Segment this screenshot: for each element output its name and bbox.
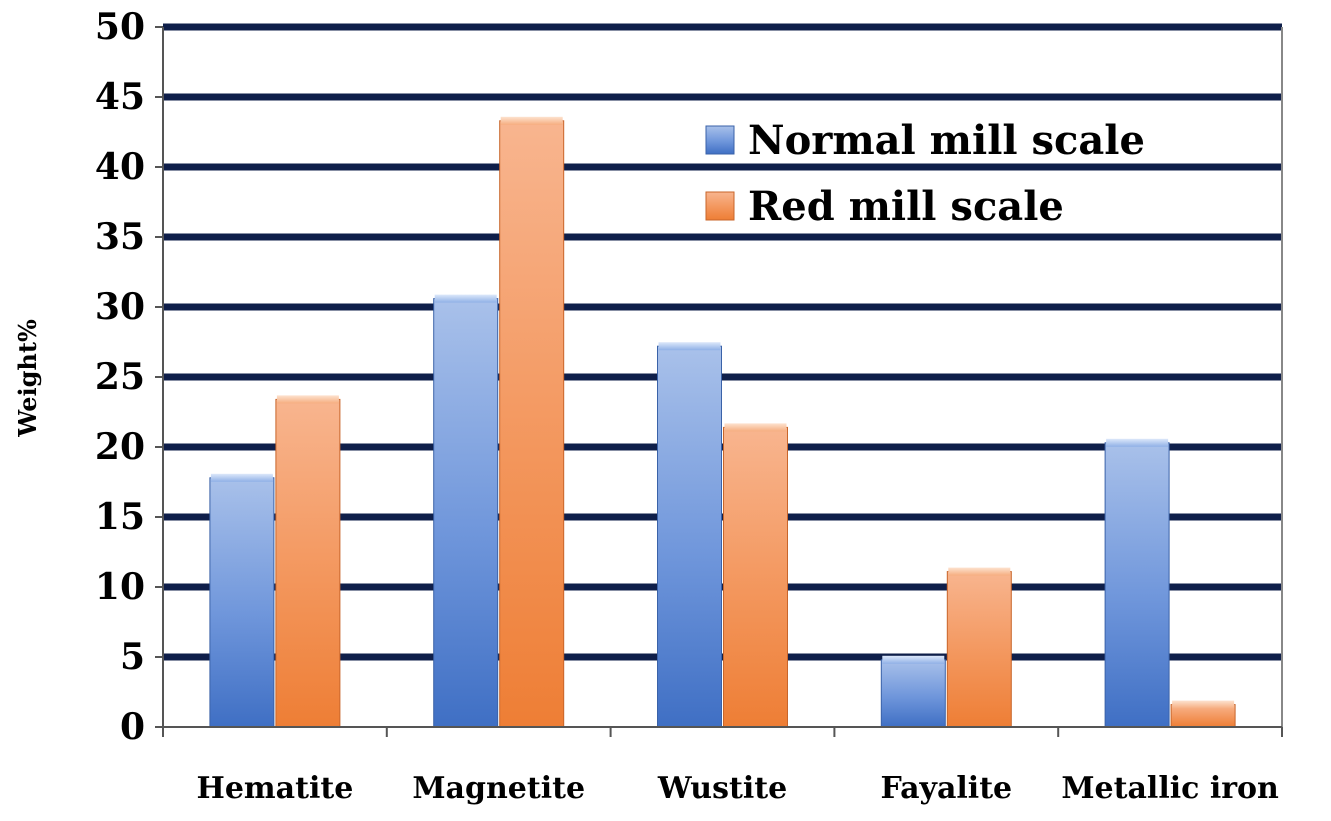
x-tick-label: Metallic iron — [1061, 771, 1279, 806]
bar-normal-wustite — [657, 345, 722, 728]
bar-cap — [948, 567, 1011, 576]
x-tick-label: Magnetite — [412, 771, 585, 806]
legend-swatch — [705, 191, 735, 221]
bar-normal-fayalite — [880, 659, 946, 728]
y-tick-label: 35 — [95, 216, 145, 258]
legend-swatch — [705, 125, 735, 155]
bar-cap — [210, 473, 273, 482]
bar-cap — [434, 294, 497, 303]
bar-cap — [724, 423, 787, 432]
y-axis-label: Weight% — [13, 319, 42, 438]
y-tick-label: 15 — [95, 496, 145, 538]
bar-red-wustite — [723, 426, 788, 728]
bar-normal-metallic-iron — [1104, 442, 1170, 728]
x-tick-label: Fayalite — [880, 771, 1012, 806]
y-tick-label: 10 — [95, 566, 145, 608]
x-tick-labels: Hematite Magnetite Wustite Fayalite Metallic… — [196, 771, 1279, 806]
y-tick-labels: 0 5 10 15 20 25 30 35 40 45 50 — [95, 6, 145, 748]
x-tick-label: Hematite — [196, 771, 353, 806]
y-tick-label: 45 — [95, 76, 145, 118]
bar-cap — [658, 342, 721, 351]
y-tick-label: 0 — [120, 706, 145, 748]
y-tick-label: 40 — [95, 146, 145, 188]
legend: Normal mill scale Red mill scale — [705, 117, 1145, 230]
bar-cap — [1172, 700, 1235, 709]
x-tick-label: Wustite — [657, 771, 787, 806]
bar-cap — [276, 395, 339, 404]
bar-cap — [500, 116, 563, 125]
y-tick-label: 5 — [120, 636, 145, 678]
bar-cap — [882, 655, 945, 664]
y-tick-label: 50 — [95, 6, 145, 48]
gridlines — [163, 23, 1283, 727]
legend-label: Red mill scale — [748, 183, 1064, 230]
axes — [155, 26, 1283, 737]
bar-red-fayalite — [946, 571, 1012, 728]
bar-normal-magnetite — [433, 298, 499, 728]
bar-red-hematite — [275, 398, 341, 728]
bar-red-magnetite — [499, 120, 565, 728]
bar-cap — [1106, 438, 1169, 447]
bars-group — [209, 116, 1236, 728]
y-tick-label: 25 — [95, 356, 145, 398]
y-tick-label: 30 — [95, 286, 145, 328]
bar-normal-hematite — [209, 477, 275, 728]
y-tick-label: 20 — [95, 426, 145, 468]
legend-label: Normal mill scale — [748, 117, 1145, 164]
